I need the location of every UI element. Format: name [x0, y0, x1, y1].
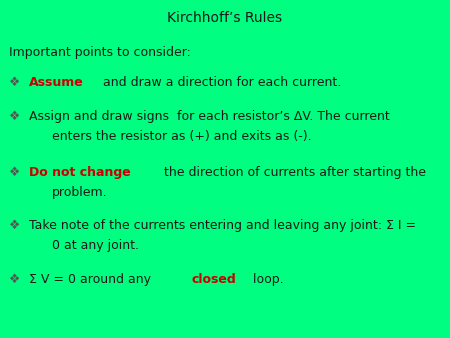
Text: Assign and draw signs  for each resistor’s ΔV. The current: Assign and draw signs for each resistor’…: [29, 110, 389, 123]
Text: and draw a direction for each current.: and draw a direction for each current.: [99, 76, 342, 89]
Text: ❖: ❖: [9, 76, 24, 89]
Text: ❖: ❖: [9, 110, 24, 123]
Text: Assume: Assume: [29, 76, 83, 89]
Text: the direction of currents after starting the: the direction of currents after starting…: [160, 166, 426, 178]
Text: problem.: problem.: [52, 186, 108, 199]
Text: Do not change: Do not change: [29, 166, 130, 178]
Text: enters the resistor as (+) and exits as (-).: enters the resistor as (+) and exits as …: [52, 130, 311, 143]
Text: loop.: loop.: [249, 273, 284, 286]
Text: 0 at any joint.: 0 at any joint.: [52, 239, 139, 252]
Text: ❖: ❖: [9, 166, 24, 178]
Text: Take note of the currents entering and leaving any joint: Σ I =: Take note of the currents entering and l…: [29, 219, 416, 232]
Text: Important points to consider:: Important points to consider:: [9, 46, 191, 58]
Text: Kirchhoff’s Rules: Kirchhoff’s Rules: [167, 11, 283, 25]
Text: closed: closed: [191, 273, 236, 286]
Text: Σ V = 0 around any: Σ V = 0 around any: [29, 273, 155, 286]
Text: ❖: ❖: [9, 273, 24, 286]
Text: ❖: ❖: [9, 219, 24, 232]
